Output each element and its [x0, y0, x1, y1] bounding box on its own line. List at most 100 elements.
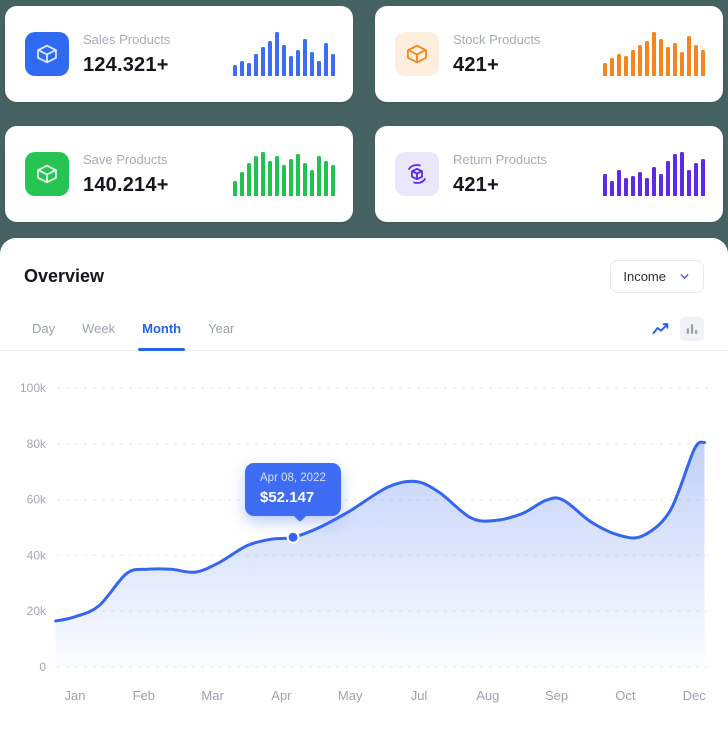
tab-month[interactable]: Month [138, 307, 186, 351]
mini-bar [617, 54, 621, 76]
mini-bar [659, 174, 663, 196]
y-tick-label: 20k [27, 604, 47, 618]
mini-bar [303, 163, 307, 196]
card-label: Stock Products [453, 31, 541, 47]
chart-canvas[interactable]: 100k 80k 60k 40k 20k 0 Jan Feb Mar Apr May Jul Aug Se… [0, 351, 728, 716]
mini-bar [687, 36, 691, 76]
mini-bar [324, 161, 328, 196]
y-tick-label: 0 [39, 660, 46, 674]
mini-bar [694, 163, 698, 196]
card-text: Stock Products 421+ [453, 32, 603, 77]
y-tick-label: 80k [27, 437, 47, 451]
mini-bar [254, 156, 258, 196]
tooltip-value: $52.147 [260, 489, 315, 506]
stat-card-return: Return Products 421+ [375, 126, 723, 222]
mini-bar [687, 170, 691, 196]
mini-bar [275, 156, 279, 196]
tab-day[interactable]: Day [32, 321, 56, 336]
bar-chart-toggle-icon[interactable] [680, 316, 704, 341]
mini-bar [645, 178, 649, 196]
mini-bar [261, 152, 265, 196]
data-point-dot[interactable] [286, 530, 300, 544]
mini-bar [240, 172, 244, 196]
stock-cube-icon [395, 32, 439, 76]
y-tick-label: 60k [27, 493, 47, 507]
x-tick-label: Jul [411, 688, 428, 703]
mini-bar [631, 50, 635, 76]
mini-bar [282, 45, 286, 76]
line-chart-toggle-icon[interactable] [648, 317, 672, 341]
mini-bar [617, 170, 621, 196]
mini-bar [680, 152, 684, 196]
mini-bar [701, 50, 705, 76]
y-tick-label: 40k [27, 548, 47, 562]
mini-bar [317, 61, 321, 76]
income-dropdown[interactable]: Income [610, 260, 704, 293]
mini-bar [331, 54, 335, 76]
x-tick-label: Oct [615, 688, 636, 703]
card-value: 421+ [453, 173, 499, 196]
mini-bar [638, 172, 642, 196]
mini-bar [603, 63, 607, 76]
mini-bar [268, 41, 272, 76]
card-value: 140.214+ [83, 173, 169, 196]
mini-bar [247, 63, 251, 76]
income-line [54, 440, 706, 623]
mini-bar [261, 47, 265, 76]
mini-bar [652, 167, 656, 196]
mini-bar [254, 54, 258, 76]
mini-bar [275, 32, 279, 76]
mini-bar [233, 181, 237, 196]
mini-bar [310, 170, 314, 196]
mini-bar [331, 165, 335, 196]
mini-bar [317, 156, 321, 196]
card-text: Save Products 140.214+ [83, 152, 233, 197]
overview-panel: Overview Income Day Week Month Year 100k… [0, 238, 728, 733]
x-tick-label: Sep [545, 688, 568, 703]
card-value: 124.321+ [83, 53, 169, 76]
card-text: Sales Products 124.321+ [83, 32, 233, 77]
mini-bar [673, 154, 677, 196]
x-tick-label: Dec [683, 688, 707, 703]
mini-bar [296, 50, 300, 76]
mini-bar [624, 56, 628, 76]
card-text: Return Products 421+ [453, 152, 603, 197]
mini-bar [289, 159, 293, 196]
y-tick-label: 100k [20, 381, 47, 395]
x-tick-label: Apr [271, 688, 292, 703]
x-tick-label: May [338, 688, 363, 703]
sales-cube-icon [25, 32, 69, 76]
mini-bar [240, 61, 244, 76]
mini-bar [680, 52, 684, 76]
mini-bar [624, 178, 628, 196]
income-area-chart[interactable]: 100k 80k 60k 40k 20k 0 Jan Feb Mar Apr May Jul Aug Se… [0, 351, 728, 716]
mini-bar [610, 58, 614, 76]
mini-bar [268, 161, 272, 196]
x-tick-label: Aug [476, 688, 499, 703]
card-label: Save Products [83, 151, 168, 167]
mini-bar [666, 47, 670, 76]
stat-card-sales: Sales Products 124.321+ [5, 6, 353, 102]
mini-bar [666, 161, 670, 196]
tab-year[interactable]: Year [208, 321, 235, 336]
mini-bar [673, 43, 677, 76]
stat-cards: Sales Products 124.321+ Stock Products 4… [0, 0, 728, 222]
tab-week[interactable]: Week [82, 321, 116, 336]
mini-bar [638, 45, 642, 76]
mini-bar [233, 65, 237, 76]
mini-bar [296, 154, 300, 196]
mini-bar [303, 39, 307, 76]
tooltip-date: Apr 08, 2022 [260, 472, 326, 484]
mini-bar [310, 52, 314, 76]
mini-bar [247, 163, 251, 196]
stat-card-save: Save Products 140.214+ [5, 126, 353, 222]
x-tick-label: Feb [133, 688, 155, 703]
mini-bar [652, 32, 656, 76]
mini-bar [603, 174, 607, 196]
mini-bar [694, 45, 698, 76]
save-cube-icon [25, 152, 69, 196]
return-cube-icon [395, 152, 439, 196]
mini-bar [324, 43, 328, 76]
dropdown-value: Income [623, 269, 666, 284]
mini-bar [659, 39, 663, 76]
